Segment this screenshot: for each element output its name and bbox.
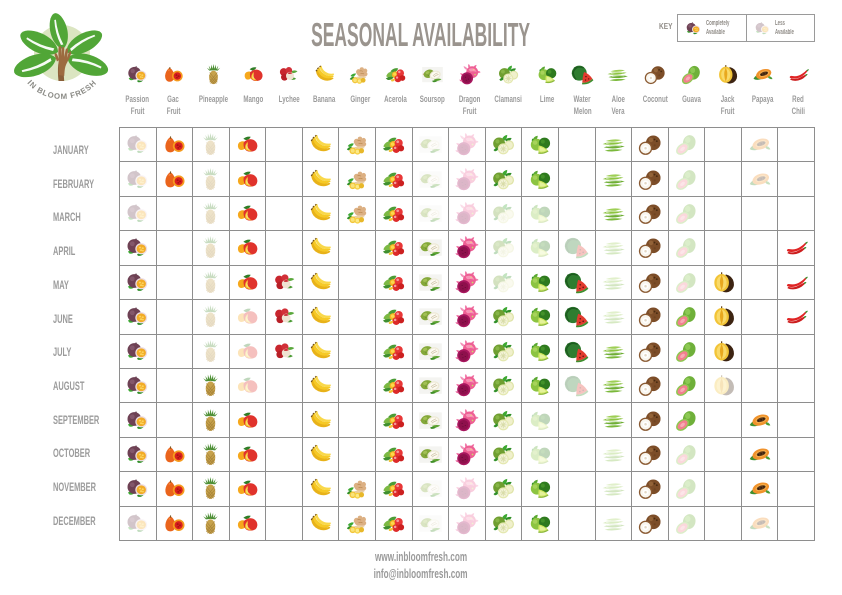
svg-text:IN BLOOM FRESH: IN BLOOM FRESH	[26, 78, 99, 101]
